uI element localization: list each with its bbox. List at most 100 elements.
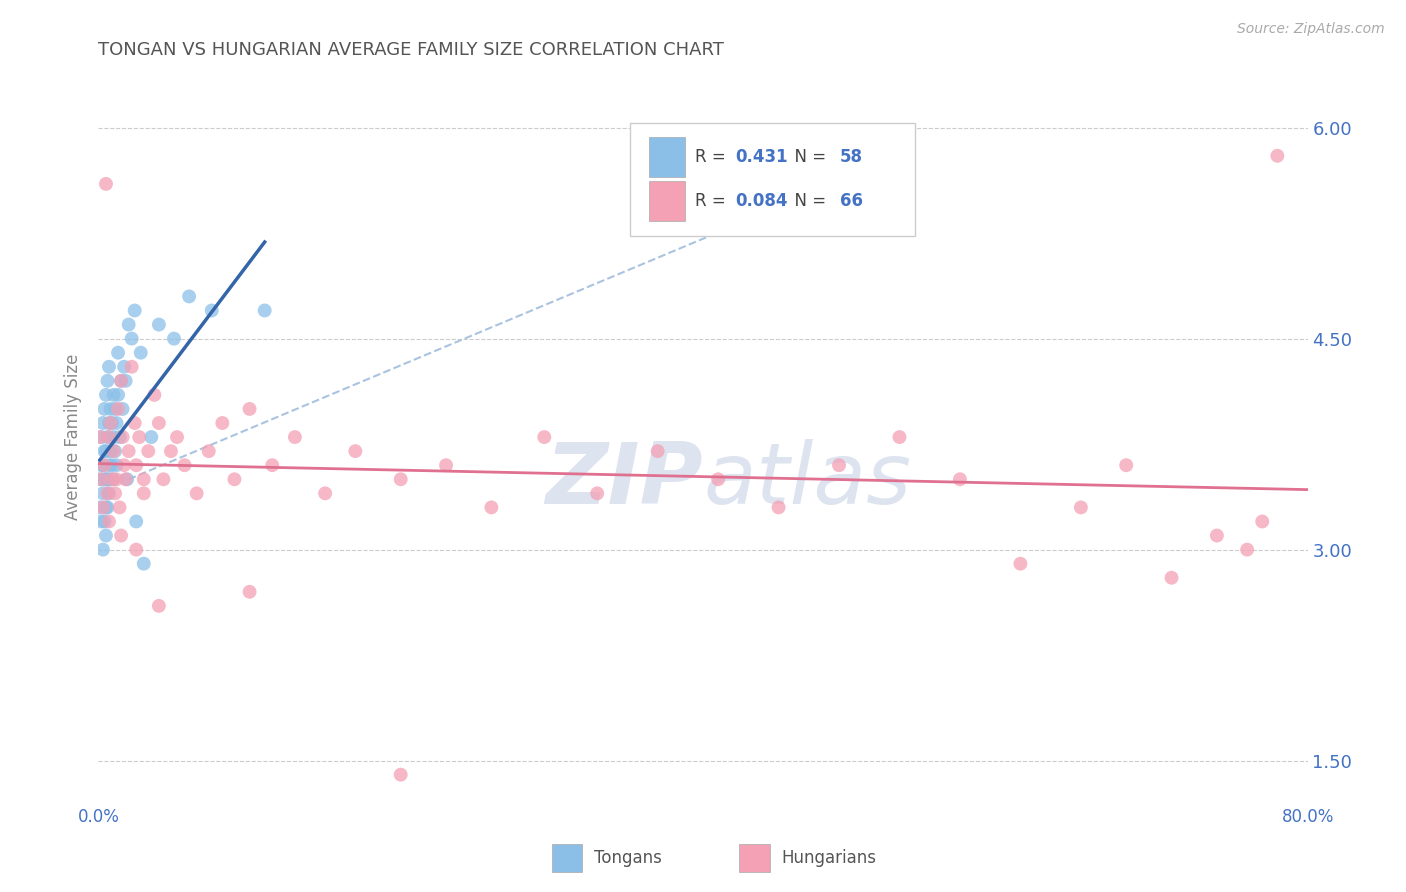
- Point: [1267, 149, 1289, 163]
- Point: [101, 472, 124, 486]
- Point: [104, 401, 127, 416]
- Point: [481, 500, 503, 515]
- Point: [121, 359, 143, 374]
- Point: [125, 542, 148, 557]
- Point: [152, 472, 174, 486]
- Text: ZIP: ZIP: [546, 440, 703, 523]
- Point: [94, 444, 117, 458]
- Point: [239, 401, 262, 416]
- Point: [91, 500, 114, 515]
- Point: [173, 458, 195, 473]
- Text: Source: ZipAtlas.com: Source: ZipAtlas.com: [1237, 22, 1385, 37]
- Point: [284, 430, 307, 444]
- Point: [91, 416, 114, 430]
- Point: [179, 289, 201, 303]
- FancyBboxPatch shape: [630, 122, 915, 235]
- Point: [344, 444, 367, 458]
- Point: [112, 359, 135, 374]
- Point: [186, 486, 208, 500]
- Point: [98, 515, 121, 529]
- Point: [586, 486, 609, 500]
- Point: [197, 444, 219, 458]
- Point: [114, 472, 136, 486]
- Point: [94, 528, 117, 542]
- Point: [163, 332, 186, 346]
- Point: [96, 374, 118, 388]
- Point: [148, 599, 170, 613]
- Point: [98, 458, 121, 473]
- Point: [89, 430, 111, 444]
- Text: Hungarians: Hungarians: [782, 848, 876, 867]
- Point: [94, 500, 117, 515]
- Text: 0.431: 0.431: [735, 148, 789, 166]
- Point: [647, 444, 669, 458]
- Point: [128, 430, 150, 444]
- Point: [828, 458, 851, 473]
- Point: [148, 416, 170, 430]
- Point: [90, 515, 112, 529]
- Point: [100, 401, 122, 416]
- Text: N =: N =: [785, 192, 827, 211]
- Point: [98, 359, 121, 374]
- Point: [125, 515, 148, 529]
- Point: [103, 444, 125, 458]
- Point: [533, 430, 555, 444]
- Point: [110, 374, 132, 388]
- Text: Tongans: Tongans: [595, 848, 662, 867]
- Point: [91, 486, 114, 500]
- Text: atlas: atlas: [703, 440, 911, 523]
- Point: [93, 444, 115, 458]
- Point: [94, 472, 117, 486]
- Bar: [551, 844, 582, 871]
- Point: [1251, 515, 1274, 529]
- Point: [111, 401, 134, 416]
- Point: [434, 458, 457, 473]
- Point: [889, 430, 911, 444]
- Point: [93, 458, 115, 473]
- Point: [148, 318, 170, 332]
- Point: [211, 416, 233, 430]
- Point: [90, 430, 112, 444]
- Point: [1115, 458, 1137, 473]
- Point: [100, 472, 122, 486]
- Point: [105, 458, 128, 473]
- Point: [96, 500, 118, 515]
- Point: [114, 374, 136, 388]
- Point: [132, 472, 155, 486]
- Point: [141, 430, 163, 444]
- Point: [111, 430, 134, 444]
- Point: [104, 444, 127, 458]
- Point: [110, 528, 132, 542]
- Point: [124, 416, 146, 430]
- Point: [115, 472, 138, 486]
- Point: [389, 767, 412, 781]
- Point: [143, 388, 166, 402]
- Point: [124, 303, 146, 318]
- Point: [100, 416, 122, 430]
- Text: 66: 66: [839, 192, 863, 211]
- Point: [121, 332, 143, 346]
- Point: [93, 401, 115, 416]
- Bar: [740, 844, 769, 871]
- Text: TONGAN VS HUNGARIAN AVERAGE FAMILY SIZE CORRELATION CHART: TONGAN VS HUNGARIAN AVERAGE FAMILY SIZE …: [98, 41, 724, 59]
- Text: 58: 58: [839, 148, 863, 166]
- Point: [89, 472, 111, 486]
- Point: [112, 458, 135, 473]
- Text: 0.084: 0.084: [735, 192, 789, 211]
- Text: R =: R =: [695, 148, 731, 166]
- Point: [91, 542, 114, 557]
- Point: [91, 458, 114, 473]
- Point: [96, 486, 118, 500]
- Point: [118, 444, 141, 458]
- Point: [253, 303, 276, 318]
- Point: [768, 500, 790, 515]
- Point: [96, 430, 118, 444]
- Point: [89, 500, 111, 515]
- Point: [1010, 557, 1032, 571]
- Text: N =: N =: [785, 148, 827, 166]
- Bar: [648, 137, 685, 178]
- Point: [107, 388, 129, 402]
- Point: [90, 458, 112, 473]
- Point: [100, 444, 122, 458]
- Point: [1070, 500, 1092, 515]
